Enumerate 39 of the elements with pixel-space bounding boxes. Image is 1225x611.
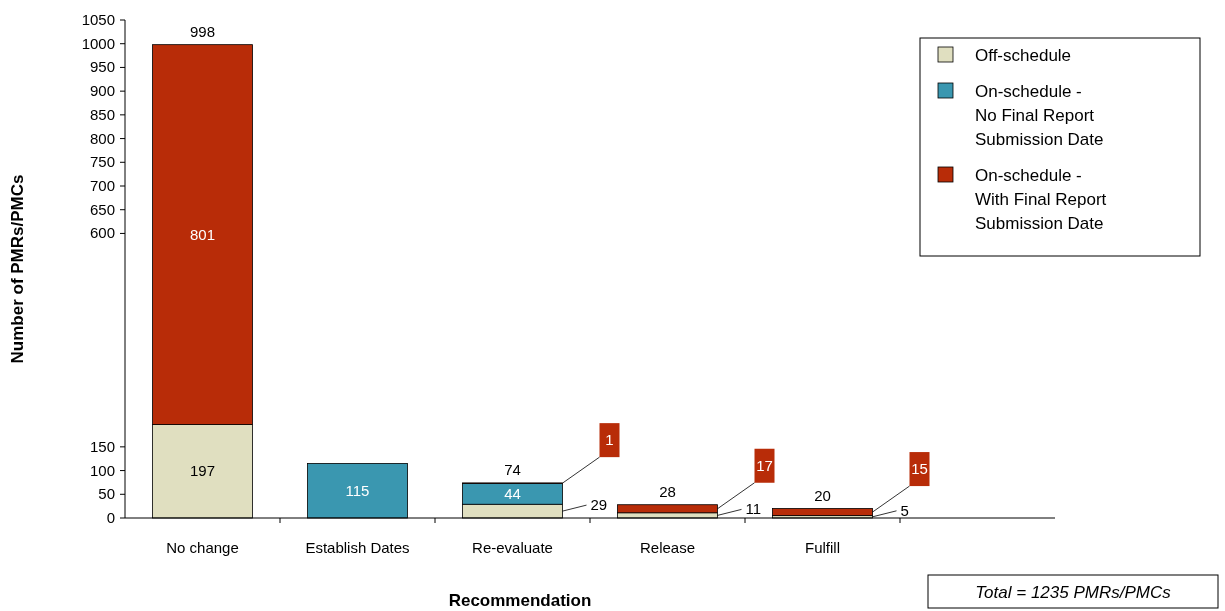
x-tick-label: Fulfill (804, 539, 841, 556)
y-tick-label: 800 (89, 129, 115, 147)
data-label: 17 (756, 456, 773, 474)
y-axis-title: Number of PMRs/PMCs (8, 174, 27, 364)
data-label: 1 (605, 431, 614, 449)
total-label: 20 (814, 486, 831, 504)
total-label: 74 (504, 460, 521, 478)
legend-label: On-schedule - No Final Report Submission Date (975, 82, 1104, 149)
y-tick-label: 50 (98, 485, 115, 503)
y-tick-label: 750 (89, 153, 115, 171)
y-tick-label: 600 (89, 224, 115, 242)
x-tick-label: Establish Dates (305, 539, 410, 556)
legend-label: On-schedule - With Final Report Submission Date (975, 166, 1107, 233)
y-tick-label: 700 (89, 177, 115, 194)
text: Total = 1235 PMRs/PMCs (975, 583, 1172, 602)
y-tick-label: 650 (89, 200, 115, 218)
data-label: 801 (189, 225, 216, 243)
total-label: 28 (659, 482, 676, 500)
y-tick-label: 150 (89, 437, 115, 455)
x-tick-label: Release (639, 539, 696, 556)
x-axis-title: Recommendation (448, 591, 592, 610)
data-label: 11 (745, 500, 762, 518)
x-tick-label: No change (166, 539, 239, 556)
data-label: 115 (345, 481, 370, 499)
y-tick-label: 1050 (81, 11, 115, 28)
y-tick-label: 900 (89, 82, 115, 100)
y-tick-label: 850 (89, 105, 115, 123)
y-tick-label: 0 (106, 509, 115, 526)
y-tick-label: 1000 (81, 34, 115, 52)
legend-label: Off-schedule (975, 46, 1072, 65)
y-tick-label: 100 (89, 461, 115, 479)
y-tick-label: 950 (89, 58, 115, 76)
x-tick-label: Re-evaluate (472, 539, 553, 556)
total-label: 998 (189, 22, 216, 40)
data-label: 15 (911, 460, 928, 478)
data-label: 5 (900, 501, 909, 519)
data-label: 44 (504, 484, 521, 502)
data-label: 197 (189, 462, 216, 480)
data-label: 29 (590, 496, 608, 514)
